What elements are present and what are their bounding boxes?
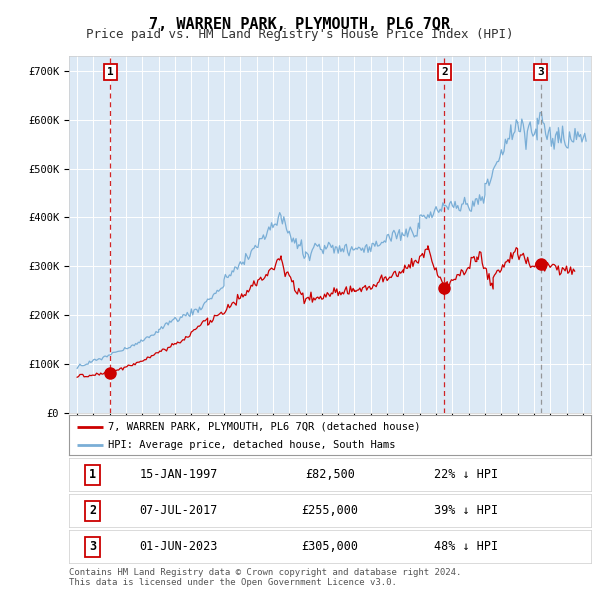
- Text: Contains HM Land Registry data © Crown copyright and database right 2024.
This d: Contains HM Land Registry data © Crown c…: [69, 568, 461, 587]
- Text: 2: 2: [441, 67, 448, 77]
- Text: 1: 1: [89, 468, 96, 481]
- Text: 7, WARREN PARK, PLYMOUTH, PL6 7QR (detached house): 7, WARREN PARK, PLYMOUTH, PL6 7QR (detac…: [108, 422, 421, 432]
- Text: £305,000: £305,000: [302, 540, 359, 553]
- Text: 2: 2: [89, 504, 96, 517]
- Text: £82,500: £82,500: [305, 468, 355, 481]
- Text: 07-JUL-2017: 07-JUL-2017: [139, 504, 218, 517]
- Text: 7, WARREN PARK, PLYMOUTH, PL6 7QR: 7, WARREN PARK, PLYMOUTH, PL6 7QR: [149, 17, 451, 31]
- Text: HPI: Average price, detached house, South Hams: HPI: Average price, detached house, Sout…: [108, 441, 395, 450]
- Text: 3: 3: [537, 67, 544, 77]
- Text: 22% ↓ HPI: 22% ↓ HPI: [434, 468, 498, 481]
- Text: £255,000: £255,000: [302, 504, 359, 517]
- Text: 1: 1: [107, 67, 114, 77]
- Text: 3: 3: [89, 540, 96, 553]
- Text: 39% ↓ HPI: 39% ↓ HPI: [434, 504, 498, 517]
- Text: 48% ↓ HPI: 48% ↓ HPI: [434, 540, 498, 553]
- Text: Price paid vs. HM Land Registry's House Price Index (HPI): Price paid vs. HM Land Registry's House …: [86, 28, 514, 41]
- Text: 01-JUN-2023: 01-JUN-2023: [139, 540, 218, 553]
- Text: 15-JAN-1997: 15-JAN-1997: [139, 468, 218, 481]
